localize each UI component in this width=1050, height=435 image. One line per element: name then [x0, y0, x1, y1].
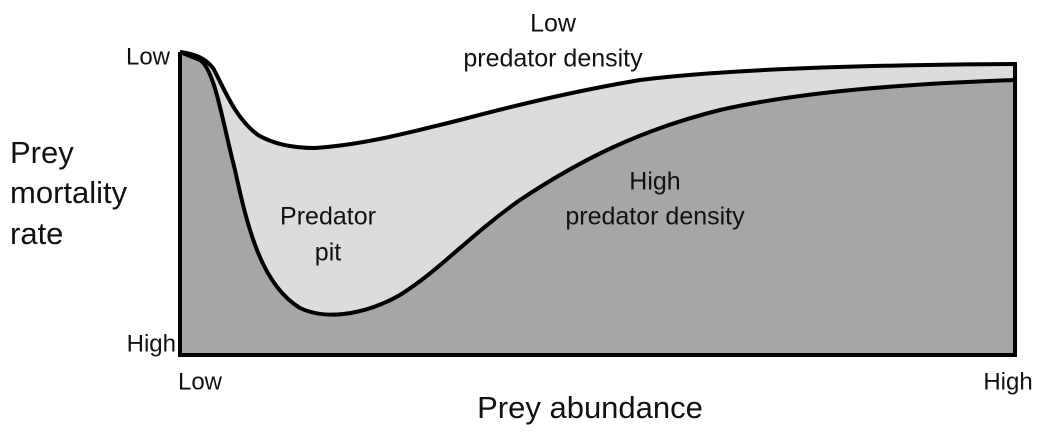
x-left-label: Low: [178, 368, 223, 395]
y-axis-label: rate: [10, 216, 63, 251]
frame: [178, 52, 1017, 357]
predator-pit-region: [180, 52, 1015, 315]
region-label: pit: [315, 239, 341, 267]
y-bottom-label: High: [127, 330, 176, 357]
y-axis-label: Prey: [10, 135, 74, 170]
region-label: Low: [530, 10, 577, 38]
high-density-curve: [179, 50, 1016, 317]
y-top-label: Low: [126, 43, 171, 70]
region-label: Predator: [280, 203, 376, 231]
y-axis-label: mortality: [10, 175, 128, 210]
region-label: predator density: [565, 203, 745, 231]
region-label: predator density: [463, 45, 643, 73]
high-density-region: [180, 52, 1015, 355]
low-density-curve: [179, 50, 1016, 151]
x-right-label: High: [983, 368, 1032, 395]
region-label: High: [629, 168, 680, 196]
x-axis-label: Prey abundance: [477, 390, 703, 425]
